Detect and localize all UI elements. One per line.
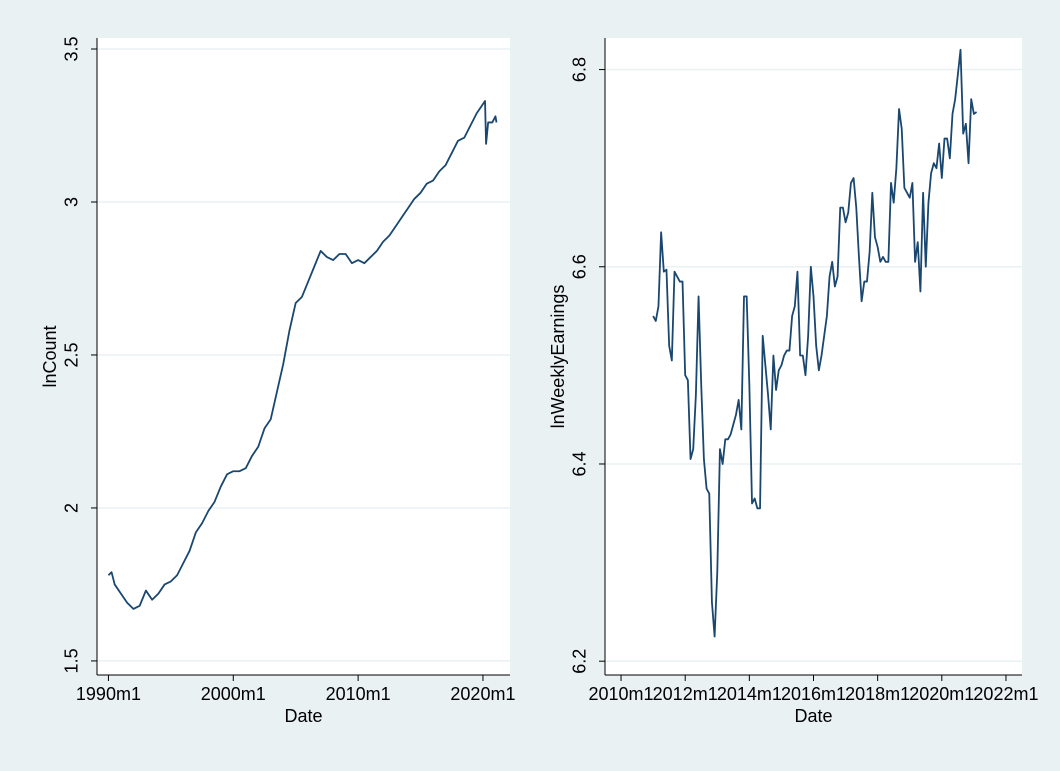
data-line [652, 48, 978, 638]
plot-area [97, 38, 510, 675]
y-tick-label: 6.4 [570, 451, 590, 476]
y-tick-label: 1.5 [62, 648, 82, 673]
y-tick-label: 6.6 [570, 254, 590, 279]
y-axis-title: lnWeeklyEarnings [548, 285, 568, 429]
y-tick-label: 6.2 [570, 649, 590, 674]
x-tick-label: 2020m1 [909, 684, 974, 704]
x-tick-label: 2010m1 [326, 684, 391, 704]
y-tick-label: 3 [62, 197, 82, 207]
plot-area [605, 38, 1022, 675]
y-tick-label: 6.8 [570, 57, 590, 82]
x-axis-title: Date [794, 706, 832, 726]
y-tick-label: 2 [62, 503, 82, 513]
x-tick-label: 2020m1 [450, 684, 515, 704]
x-tick-label: 2022m1 [973, 684, 1038, 704]
x-tick-label: 2000m1 [201, 684, 266, 704]
x-tick-label: 2010m1 [589, 684, 654, 704]
x-tick-label: 2016m1 [781, 684, 846, 704]
x-axis-title: Date [284, 706, 322, 726]
y-tick-label: 2.5 [62, 342, 82, 367]
y-tick-label: 3.5 [62, 36, 82, 61]
x-tick-label: 2018m1 [845, 684, 910, 704]
x-tick-label: 2012m1 [653, 684, 718, 704]
x-tick-label: 1990m1 [76, 684, 141, 704]
x-tick-label: 2014m1 [717, 684, 782, 704]
y-axis-title: lnCount [40, 325, 60, 387]
data-line [107, 100, 498, 610]
